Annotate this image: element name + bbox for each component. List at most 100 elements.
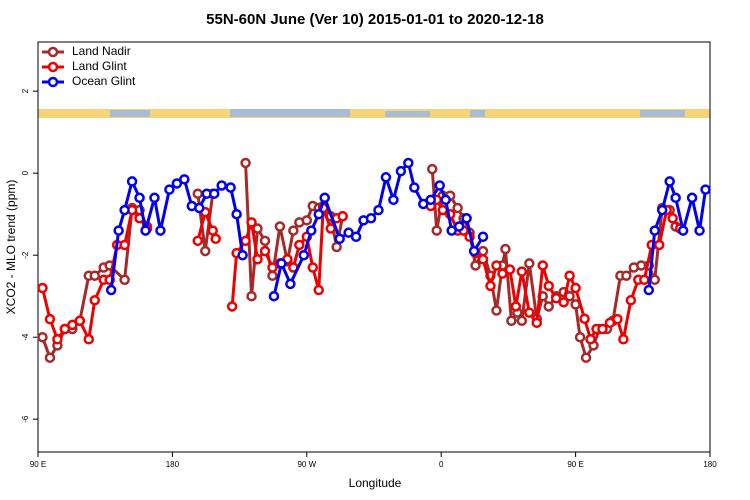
data-point — [625, 295, 637, 306]
data-point — [210, 233, 221, 245]
data-point — [418, 198, 429, 210]
data-point — [306, 225, 317, 236]
plot-frame — [37, 41, 711, 453]
data-point — [497, 268, 508, 279]
land-mask-strip — [38, 109, 710, 118]
data-point — [237, 249, 248, 261]
data-point — [105, 284, 117, 296]
data-point — [192, 188, 204, 199]
chart-title: 55N-60N June (Ver 10) 2015-01-01 to 2020… — [206, 11, 544, 28]
data-point — [52, 334, 63, 345]
data-point — [491, 305, 502, 316]
data-point — [506, 315, 517, 327]
data-point — [649, 274, 660, 286]
data-point — [134, 192, 145, 204]
data-point — [543, 280, 554, 292]
data-point — [461, 213, 472, 224]
data-point — [194, 202, 205, 214]
data-point — [119, 204, 130, 216]
x-tick-label: 90 E — [567, 460, 583, 469]
data-point — [74, 315, 86, 327]
data-point — [267, 270, 278, 281]
data-point — [643, 284, 655, 296]
data-point — [259, 235, 271, 247]
data-point — [585, 334, 596, 345]
data-point — [516, 315, 528, 327]
data-point — [446, 225, 457, 236]
data-point — [653, 239, 665, 251]
data-point — [246, 290, 257, 302]
data-point — [207, 225, 218, 236]
data-point — [44, 313, 56, 325]
data-point — [452, 202, 463, 214]
data-point — [319, 192, 330, 204]
data-point — [550, 293, 562, 304]
data-point — [83, 334, 95, 345]
data-point — [558, 297, 569, 308]
data-point — [470, 260, 481, 271]
data-point — [200, 245, 211, 257]
data-point — [246, 217, 257, 228]
data-point — [677, 225, 689, 236]
data-point — [477, 231, 489, 242]
data-point — [524, 307, 535, 318]
data-point — [126, 176, 138, 187]
data-point — [453, 221, 465, 232]
data-point — [301, 215, 313, 226]
legend-label: Ocean Glint — [72, 74, 136, 88]
data-point — [664, 176, 675, 187]
data-point — [331, 241, 342, 253]
legend-marker — [47, 46, 59, 58]
data-point — [564, 270, 575, 281]
x-tick-label: 90 W — [297, 460, 316, 469]
data-point — [164, 184, 175, 195]
data-point — [516, 266, 528, 277]
data-point — [226, 301, 238, 312]
data-point — [59, 323, 71, 335]
data-point — [409, 182, 420, 193]
data-point — [537, 260, 548, 271]
data-point — [597, 323, 608, 335]
data-point — [337, 211, 348, 222]
data-point — [155, 225, 166, 236]
data-point — [313, 208, 324, 220]
data-point — [67, 319, 78, 331]
data-point — [531, 317, 543, 329]
data-point — [113, 225, 124, 236]
data-point — [477, 254, 489, 265]
data-point — [440, 194, 451, 206]
data-point — [468, 245, 480, 257]
data-point — [307, 262, 319, 273]
data-point — [288, 225, 299, 236]
data-point — [524, 258, 535, 269]
data-point — [694, 225, 705, 236]
data-point — [179, 174, 190, 185]
data-point — [431, 225, 442, 236]
x-tick-label: 180 — [166, 460, 180, 469]
data-point — [434, 180, 445, 191]
data-point — [208, 188, 220, 199]
y-tick-label: -2 — [21, 251, 30, 259]
data-point — [580, 352, 592, 363]
data-point — [225, 182, 236, 193]
data-point — [491, 260, 502, 271]
data-point — [285, 278, 296, 290]
data-point — [343, 227, 354, 238]
data-point — [380, 172, 392, 183]
legend-label: Land Nadir — [72, 44, 131, 58]
data-point — [119, 274, 130, 286]
data-point — [618, 334, 629, 345]
legend-label: Land Glint — [72, 59, 127, 73]
x-tick-label: 90 E — [30, 460, 46, 469]
legend-marker — [47, 76, 59, 88]
data-point — [570, 282, 581, 294]
data-point — [259, 245, 271, 257]
data-point — [510, 301, 522, 312]
data-point — [485, 280, 496, 292]
data-point — [667, 213, 678, 224]
x-tick-label: 180 — [703, 460, 717, 469]
data-point — [149, 192, 160, 204]
data-point — [44, 352, 56, 363]
